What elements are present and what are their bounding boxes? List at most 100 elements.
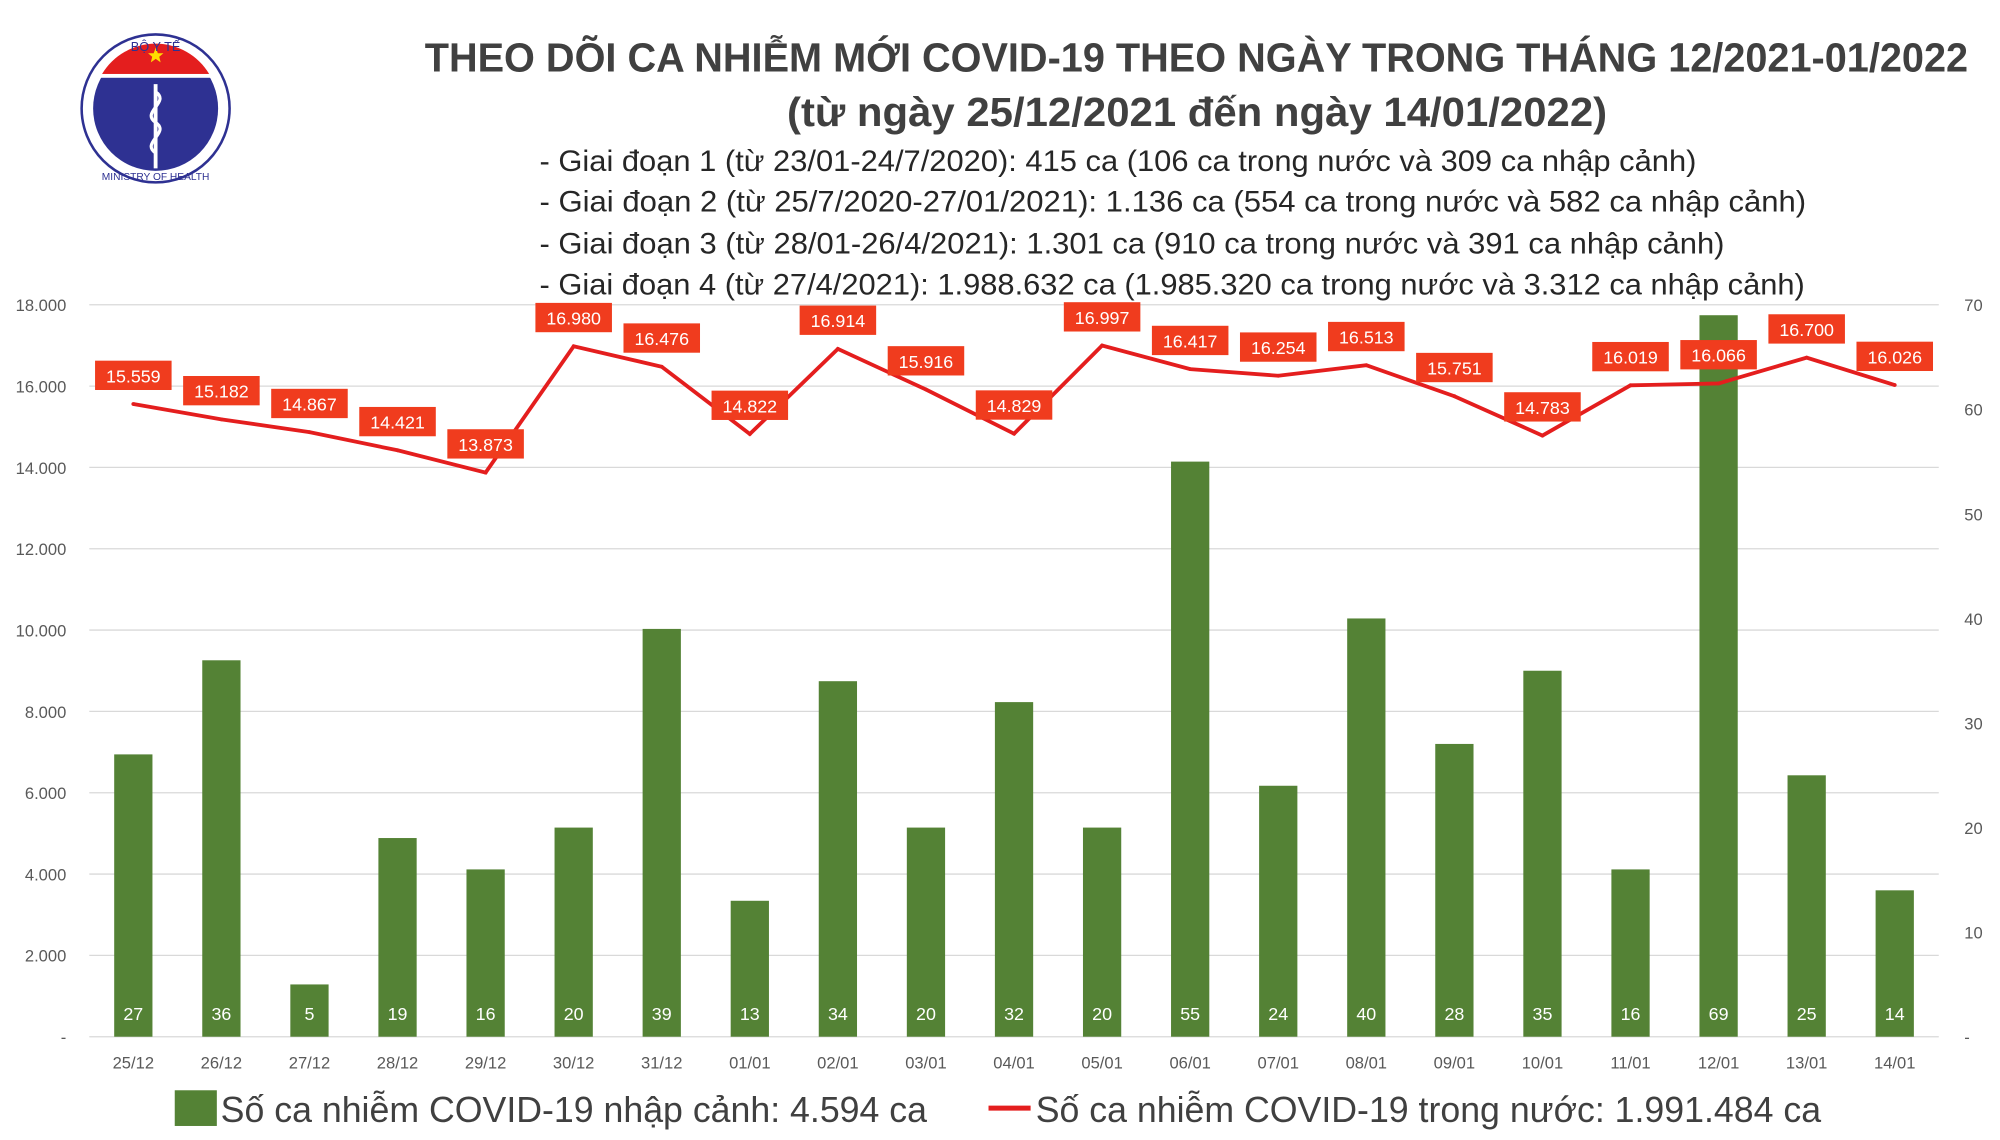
line-label-box [623,323,701,353]
x-tick-label: 25/12 [113,1054,154,1073]
y-left-tick-label: - [61,1028,67,1047]
bar-value-label: 35 [1533,1004,1553,1024]
bar [554,827,593,1037]
bar [1347,618,1386,1037]
line-point [835,347,840,351]
line-label-box [271,388,348,419]
bar [906,827,946,1037]
line-value-label: 14.822 [723,396,778,416]
x-tick-label: 06/01 [1169,1054,1210,1073]
line-point [1452,394,1457,399]
y-right-tick-label: 60 [1964,401,1982,420]
x-tick-label: 01/01 [729,1054,770,1073]
bar-value-label: 34 [828,1004,848,1024]
line-value-label: 16.980 [546,309,601,329]
line-label-box [1504,392,1581,422]
logo-bottom-text: MINISTRY OF HEALTH [102,172,210,183]
bar-value-label: 36 [211,1004,231,1024]
line-value-label: 15.916 [899,352,954,372]
y-left-tick-label: 18.000 [16,296,67,315]
bar-value-label: 5 [304,1004,314,1024]
y-left-tick-label: 12.000 [16,540,67,559]
bar [1171,461,1210,1037]
y-left-tick-label: 2.000 [25,947,66,966]
bar [730,900,769,1037]
y-left-tick-label: 4.000 [25,865,66,884]
line-label-box [1063,302,1141,332]
line-value-label: 16.997 [1075,308,1130,328]
bar [378,838,417,1037]
line-point [307,430,312,435]
line-point [1188,367,1193,372]
line-point [1100,343,1105,348]
line-value-label: 15.182 [194,382,249,402]
x-tick-label: 14/01 [1874,1054,1915,1073]
bar-value-label: 39 [652,1004,672,1024]
line-point [1804,355,1809,360]
line-label-box [183,375,260,406]
bar [290,984,329,1037]
bar [1259,785,1298,1037]
y-right-tick-label: 50 [1964,505,1982,524]
x-tick-label: 09/01 [1434,1054,1475,1073]
x-tick-label: 29/12 [465,1054,506,1073]
line-value-label: 16.700 [1779,320,1834,340]
line-value-label: 15.751 [1427,359,1482,379]
chart-subtitle: (từ ngày 25/12/2021 đến ngày 14/01/2022) [787,89,1607,135]
x-tick-label: 31/12 [641,1054,682,1073]
line-point [395,448,400,453]
bar-value-label: 25 [1797,1004,1817,1024]
line-label-box [1239,332,1317,362]
legend-bar-swatch [174,1090,217,1126]
x-tick-label: 30/12 [553,1054,594,1073]
line-value-label: 16.513 [1339,328,1394,348]
line-label-box [1151,325,1229,356]
line-label-box [447,429,524,459]
bar [114,754,153,1037]
bar [1611,869,1650,1037]
line-point [924,387,928,392]
line-point [219,417,224,422]
x-tick-label: 11/01 [1610,1054,1650,1073]
line-label-box [535,302,612,333]
line-point [1628,383,1633,388]
y-right-tick-label: 30 [1964,714,1982,733]
x-tick-label: 07/01 [1258,1054,1299,1073]
bar [1787,775,1826,1037]
chart-title: THEO DÕI CA NHIỄM MỚI COVID-19 THEO NGÀY… [425,34,1968,80]
bar-value-label: 16 [476,1004,496,1024]
line-label-box [1856,341,1934,372]
line-label-box [95,360,172,390]
line-point [1716,381,1721,386]
line-value-label: 16.914 [811,311,866,331]
line-value-label: 16.066 [1691,346,1746,366]
y-right-tick-label: 40 [1964,610,1982,629]
bar [1699,315,1738,1037]
line-label-box [1416,352,1493,383]
bar-value-label: 24 [1268,1004,1288,1024]
ministry-of-health-logo: BỘ Y TẾ MINISTRY OF HEALTH [80,33,231,184]
line-point [1540,433,1545,438]
y-right-tick-label: 10 [1964,924,1982,943]
line-point [483,470,488,475]
legend-line-label: Số ca nhiễm COVID-19 trong nước: 1.991.4… [1036,1090,1822,1130]
y-left-tick-label: 10.000 [16,621,67,640]
legend: Số ca nhiễm COVID-19 nhập cảnh: 4.594 ca… [174,1090,1822,1130]
bar [642,628,681,1037]
line-label-box [1680,340,1757,370]
bar [1435,743,1474,1037]
bar-value-label: 14 [1885,1004,1905,1024]
x-tick-label: 27/12 [289,1054,330,1073]
bar [1082,827,1122,1037]
y-left-tick-label: 6.000 [25,784,66,803]
bar [1875,890,1914,1037]
line-label-box [975,390,1053,420]
line-label-box [1328,321,1405,352]
bar-value-label: 40 [1356,1004,1376,1024]
line-value-label: 16.254 [1251,338,1306,358]
bar-value-label: 16 [1621,1004,1641,1024]
y-right-tick-label: - [1964,1028,1970,1047]
line-point [1276,373,1281,378]
bar [466,869,505,1037]
phase-note-1: - Giai đoạn 1 (từ 23/01-24/7/2020): 415 … [540,145,1697,178]
